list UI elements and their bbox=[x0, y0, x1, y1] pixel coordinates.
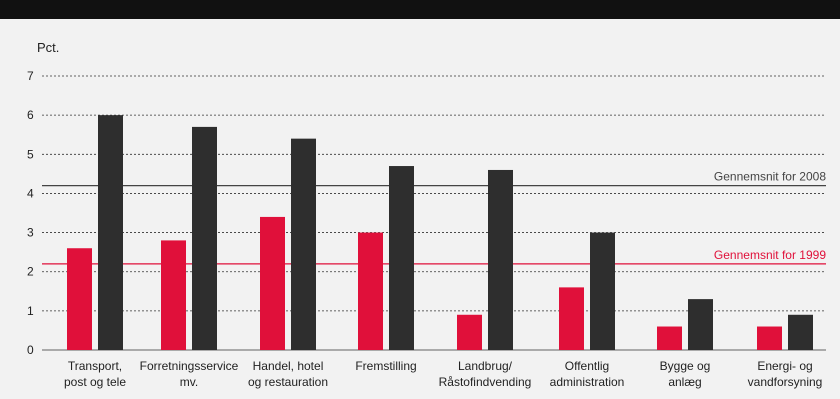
x-tick-label: Forretningsservice bbox=[140, 359, 239, 373]
bar bbox=[590, 232, 615, 350]
x-tick-label: vandforsyning bbox=[748, 375, 823, 389]
bar bbox=[457, 314, 482, 350]
x-tick-label: Landbrug/ bbox=[458, 359, 513, 373]
x-tick-label: Handel, hotel bbox=[253, 359, 324, 373]
y-tick-label: 6 bbox=[27, 108, 34, 122]
x-tick-label: Transport, bbox=[68, 359, 122, 373]
bar bbox=[389, 166, 414, 350]
bar bbox=[260, 216, 285, 350]
x-tick-label: og restauration bbox=[248, 375, 328, 389]
bar bbox=[98, 115, 123, 350]
y-unit-label: Pct. bbox=[37, 40, 59, 55]
y-axis-ticks: 0 1 2 3 4 5 6 7 bbox=[27, 69, 34, 357]
bar bbox=[291, 138, 316, 350]
x-tick-label: post og tele bbox=[64, 375, 126, 389]
x-tick-label: Fremstilling bbox=[355, 359, 416, 373]
y-tick-label: 5 bbox=[27, 147, 34, 161]
bar bbox=[488, 169, 513, 350]
reference-line-label: Gennemsnit for 1999 bbox=[714, 248, 826, 262]
x-tick-label: administration bbox=[550, 375, 625, 389]
bar bbox=[688, 299, 713, 350]
bar bbox=[192, 126, 217, 350]
bar bbox=[757, 326, 782, 350]
bar bbox=[788, 314, 813, 350]
x-tick-label: anlæg bbox=[668, 375, 701, 389]
y-tick-label: 0 bbox=[27, 343, 34, 357]
header-bar bbox=[0, 0, 840, 19]
bar bbox=[161, 240, 186, 350]
x-axis-labels: Transport, post og tele Forretningsservice… bbox=[64, 359, 822, 389]
x-tick-label: Råstofindvending bbox=[439, 375, 532, 389]
y-tick-label: 4 bbox=[27, 186, 34, 200]
bar bbox=[559, 287, 584, 350]
y-tick-label: 7 bbox=[27, 69, 34, 83]
x-tick-label: Offentlig bbox=[565, 359, 609, 373]
x-tick-label: Bygge og bbox=[660, 359, 711, 373]
x-tick-label: Energi- og bbox=[757, 359, 812, 373]
y-tick-label: 3 bbox=[27, 226, 34, 240]
reference-line-label: Gennemsnit for 2008 bbox=[714, 170, 826, 184]
bar bbox=[358, 232, 383, 350]
bar bbox=[67, 248, 92, 350]
bars bbox=[67, 115, 813, 350]
y-tick-label: 2 bbox=[27, 265, 34, 279]
reference-lines: Gennemsnit for 2008 Gennemsnit for 1999 bbox=[42, 170, 826, 265]
y-tick-label: 1 bbox=[27, 304, 34, 318]
x-tick-label: mv. bbox=[180, 375, 198, 389]
bar bbox=[657, 326, 682, 350]
